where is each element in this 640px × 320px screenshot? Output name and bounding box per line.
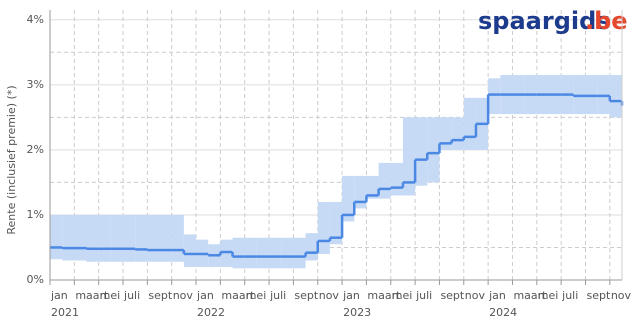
range-band <box>597 75 610 115</box>
x-tick-label: mei <box>538 289 559 302</box>
x-tick-label: mei <box>246 289 267 302</box>
range-band <box>147 214 160 262</box>
year-label: 2021 <box>51 306 79 319</box>
x-tick-label: maart <box>367 289 401 302</box>
range-band <box>427 117 440 183</box>
range-band <box>135 214 148 262</box>
x-tick-label: nov <box>319 289 340 302</box>
x-tick-label: jan <box>196 289 214 302</box>
x-tick-label: mei <box>100 289 121 302</box>
x-tick-label: maart <box>75 289 109 302</box>
range-band <box>74 214 87 261</box>
y-tick-label: 2% <box>27 143 44 156</box>
range-band <box>366 175 379 199</box>
y-tick-label: 3% <box>27 78 44 91</box>
range-band <box>439 117 452 150</box>
y-tick-label: 0% <box>27 273 44 286</box>
range-band <box>463 97 476 150</box>
range-band <box>573 75 586 115</box>
x-tick-label: juli <box>561 289 578 302</box>
brand: spaargids <box>478 7 611 35</box>
year-label: 2022 <box>197 306 225 319</box>
x-tick-label: nov <box>611 289 632 302</box>
range-band <box>256 237 270 269</box>
x-tick-label: jan <box>50 289 68 302</box>
range-band <box>123 214 136 262</box>
range-band <box>317 201 330 254</box>
range-band <box>390 162 403 196</box>
year-label: 2023 <box>343 306 371 319</box>
range-band <box>342 175 355 222</box>
range-band <box>415 117 428 186</box>
x-tick-label: nov <box>173 289 194 302</box>
range-band <box>293 237 306 269</box>
y-axis-label: Rente (inclusief premie) (*) <box>5 85 18 234</box>
x-tick-label: maart <box>513 289 547 302</box>
range-band <box>86 214 99 262</box>
x-tick-label: mei <box>392 289 413 302</box>
range-band <box>244 237 257 269</box>
x-tick-label: maart <box>221 289 255 302</box>
range-band <box>220 239 233 267</box>
x-tick-label: juli <box>123 289 140 302</box>
range-band <box>110 214 124 262</box>
range-band <box>354 175 367 209</box>
y-tick-label: 4% <box>27 13 44 26</box>
range-band <box>232 237 245 269</box>
range-band <box>98 214 111 262</box>
range-band <box>451 117 464 150</box>
range-band <box>281 237 294 269</box>
range-band <box>585 75 598 115</box>
x-tick-label: sept <box>586 289 610 302</box>
brand-suffix: .be <box>585 7 628 35</box>
x-tick-label: jan <box>488 289 506 302</box>
x-tick-label: sept <box>440 289 464 302</box>
range-band <box>378 162 391 199</box>
x-tick-label: sept <box>294 289 318 302</box>
x-tick-label: nov <box>465 289 486 302</box>
range-band <box>171 214 184 262</box>
range-band <box>329 201 343 245</box>
range-band <box>50 214 63 260</box>
range-band <box>488 78 501 115</box>
range-band <box>183 234 197 267</box>
x-tick-label: sept <box>148 289 172 302</box>
x-tick-label: juli <box>269 289 286 302</box>
year-label: 2024 <box>489 306 517 319</box>
range-band <box>62 214 75 261</box>
range-band <box>159 214 172 262</box>
x-tick-label: jan <box>342 289 360 302</box>
range-band <box>305 233 318 261</box>
range-band <box>269 237 282 269</box>
x-tick-label: juli <box>415 289 432 302</box>
range-band <box>402 117 416 196</box>
range-band <box>609 75 622 118</box>
y-tick-label: 1% <box>27 208 44 221</box>
